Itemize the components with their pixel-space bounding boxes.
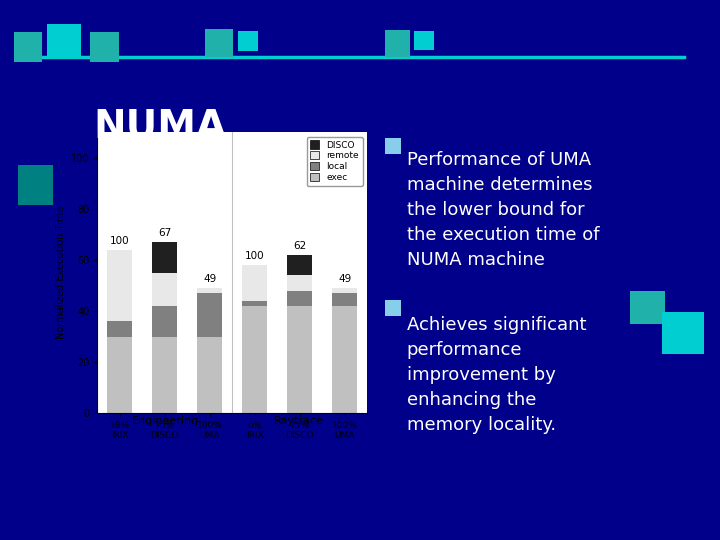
Text: NUMA: NUMA bbox=[94, 108, 227, 146]
Bar bbox=[333, 293, 357, 306]
Bar bbox=[18, 165, 53, 205]
Text: Performance of UMA
machine determines
the lower bound for
the execution time of
: Performance of UMA machine determines th… bbox=[407, 151, 599, 269]
Bar bbox=[287, 255, 312, 275]
Bar bbox=[662, 312, 704, 354]
Y-axis label: Normalized Execution Time: Normalized Execution Time bbox=[55, 206, 66, 339]
Bar bbox=[414, 31, 434, 50]
Bar bbox=[197, 336, 222, 413]
Bar bbox=[243, 265, 267, 301]
Bar bbox=[107, 321, 132, 336]
Text: Engineering: Engineering bbox=[132, 416, 199, 426]
Bar bbox=[385, 138, 401, 154]
Legend: DISCO, remote, local, exec: DISCO, remote, local, exec bbox=[307, 137, 363, 186]
Text: Raytrace: Raytrace bbox=[274, 416, 324, 426]
Text: 100: 100 bbox=[245, 251, 264, 261]
Text: 62: 62 bbox=[293, 241, 306, 251]
Bar bbox=[243, 301, 267, 306]
Bar bbox=[333, 288, 357, 293]
Bar bbox=[47, 24, 81, 57]
Bar bbox=[14, 32, 42, 62]
Text: 49: 49 bbox=[203, 274, 216, 284]
Bar bbox=[197, 288, 222, 293]
Bar bbox=[153, 242, 177, 273]
Bar bbox=[153, 306, 177, 336]
Bar bbox=[153, 336, 177, 413]
Bar bbox=[90, 32, 119, 62]
Text: Achieves significant
performance
improvement by
enhancing the
memory locality.: Achieves significant performance improve… bbox=[407, 316, 586, 434]
Bar bbox=[287, 306, 312, 413]
Bar bbox=[385, 30, 410, 57]
Bar bbox=[630, 291, 665, 324]
Text: 67: 67 bbox=[158, 228, 171, 238]
Bar bbox=[385, 300, 401, 316]
Bar bbox=[333, 306, 357, 413]
Bar bbox=[197, 293, 222, 336]
Bar bbox=[107, 336, 132, 413]
Bar bbox=[153, 273, 177, 306]
Text: 49: 49 bbox=[338, 274, 351, 284]
Bar bbox=[238, 31, 258, 51]
Bar bbox=[287, 275, 312, 291]
Text: 100: 100 bbox=[110, 236, 130, 246]
Bar bbox=[205, 29, 233, 57]
Bar bbox=[107, 249, 132, 321]
Bar bbox=[287, 291, 312, 306]
Bar bbox=[243, 306, 267, 413]
